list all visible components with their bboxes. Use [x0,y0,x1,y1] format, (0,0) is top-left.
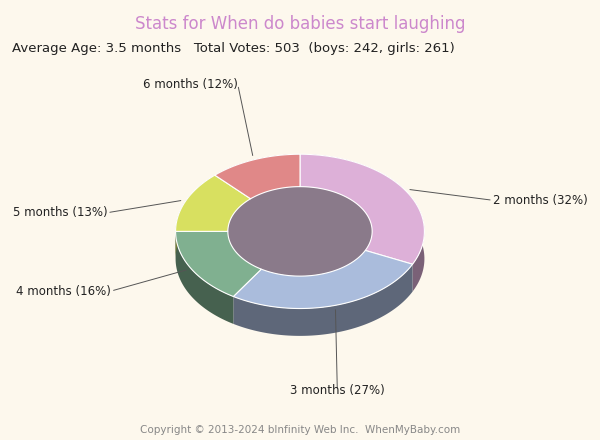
Polygon shape [176,231,262,297]
Text: 6 months (12%): 6 months (12%) [143,78,238,91]
Polygon shape [228,187,372,276]
Polygon shape [228,231,262,297]
Text: Copyright © 2013-2024 bInfinity Web Inc.  WhenMyBaby.com: Copyright © 2013-2024 bInfinity Web Inc.… [140,425,460,435]
Polygon shape [300,154,424,264]
Text: 3 months (27%): 3 months (27%) [290,384,385,397]
Polygon shape [176,231,233,324]
Text: 4 months (16%): 4 months (16%) [16,285,111,297]
Polygon shape [300,154,424,292]
Text: 2 months (32%): 2 months (32%) [493,194,587,207]
Text: Average Age: 3.5 months   Total Votes: 503  (boys: 242, girls: 261): Average Age: 3.5 months Total Votes: 503… [12,42,455,55]
Polygon shape [228,199,251,259]
Polygon shape [176,175,215,259]
Polygon shape [176,175,251,231]
Polygon shape [233,250,413,308]
Polygon shape [215,154,300,202]
Polygon shape [262,250,365,304]
Polygon shape [233,264,413,336]
Polygon shape [300,187,372,278]
Polygon shape [251,187,300,226]
Polygon shape [215,154,300,199]
Text: Stats for When do babies start laughing: Stats for When do babies start laughing [135,15,465,33]
Text: 5 months (13%): 5 months (13%) [13,206,107,219]
